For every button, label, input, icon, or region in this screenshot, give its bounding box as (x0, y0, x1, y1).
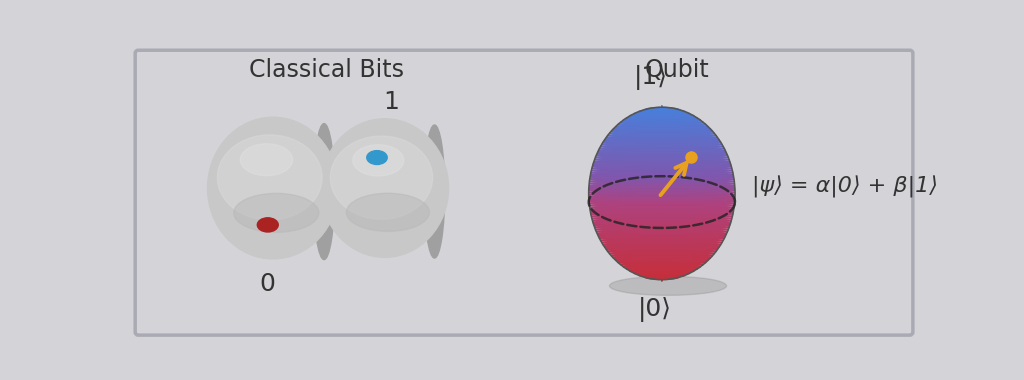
Text: 1: 1 (383, 90, 399, 114)
Ellipse shape (604, 138, 719, 142)
Ellipse shape (589, 193, 735, 196)
Ellipse shape (645, 276, 678, 279)
Ellipse shape (600, 239, 723, 242)
Text: 0: 0 (260, 272, 275, 296)
Ellipse shape (602, 142, 722, 146)
Ellipse shape (590, 204, 734, 207)
Ellipse shape (597, 232, 726, 236)
Ellipse shape (589, 197, 735, 201)
Ellipse shape (617, 123, 706, 127)
Ellipse shape (595, 156, 728, 159)
Ellipse shape (321, 119, 449, 257)
Ellipse shape (606, 247, 718, 251)
Ellipse shape (590, 175, 733, 179)
Ellipse shape (589, 184, 735, 187)
Ellipse shape (617, 260, 706, 264)
Ellipse shape (604, 245, 719, 249)
Ellipse shape (611, 254, 713, 257)
Ellipse shape (233, 193, 318, 232)
Ellipse shape (591, 171, 733, 174)
Text: |ψ⟩ = α|0⟩ + β|1⟩: |ψ⟩ = α|0⟩ + β|1⟩ (752, 176, 938, 198)
Ellipse shape (639, 110, 685, 113)
Ellipse shape (623, 119, 700, 122)
Ellipse shape (634, 112, 690, 116)
Ellipse shape (595, 228, 728, 231)
Ellipse shape (621, 121, 703, 124)
Ellipse shape (589, 195, 735, 198)
Ellipse shape (627, 267, 697, 271)
Ellipse shape (589, 186, 735, 190)
Ellipse shape (590, 208, 733, 212)
Ellipse shape (592, 217, 732, 220)
Ellipse shape (606, 136, 718, 139)
Ellipse shape (589, 188, 735, 192)
Ellipse shape (593, 162, 730, 166)
Ellipse shape (592, 166, 732, 170)
Ellipse shape (634, 271, 690, 275)
Text: Classical Bits: Classical Bits (250, 58, 404, 82)
Ellipse shape (607, 250, 716, 253)
Ellipse shape (603, 243, 721, 247)
Ellipse shape (609, 132, 715, 135)
Ellipse shape (627, 116, 697, 120)
FancyBboxPatch shape (135, 50, 912, 335)
Ellipse shape (639, 274, 685, 277)
Ellipse shape (594, 223, 730, 227)
Ellipse shape (591, 215, 732, 218)
Ellipse shape (609, 276, 727, 295)
Ellipse shape (609, 252, 715, 255)
Ellipse shape (589, 191, 735, 194)
Ellipse shape (613, 127, 711, 131)
Ellipse shape (257, 218, 279, 232)
Ellipse shape (598, 149, 725, 153)
Ellipse shape (630, 269, 694, 273)
Ellipse shape (600, 145, 723, 148)
Ellipse shape (591, 210, 733, 214)
Ellipse shape (603, 140, 721, 144)
Ellipse shape (593, 165, 731, 168)
Ellipse shape (591, 169, 732, 172)
Ellipse shape (597, 151, 726, 155)
Ellipse shape (602, 241, 722, 244)
Ellipse shape (331, 136, 432, 219)
Ellipse shape (621, 263, 703, 266)
Ellipse shape (367, 150, 387, 165)
Ellipse shape (589, 200, 735, 203)
Ellipse shape (615, 258, 709, 262)
Ellipse shape (630, 114, 694, 118)
Ellipse shape (623, 265, 700, 268)
Ellipse shape (615, 125, 709, 128)
Ellipse shape (208, 117, 339, 259)
Ellipse shape (613, 256, 711, 260)
Ellipse shape (590, 180, 734, 183)
Ellipse shape (607, 134, 716, 137)
Ellipse shape (595, 158, 729, 162)
Ellipse shape (596, 230, 727, 233)
Text: |1⟩: |1⟩ (634, 65, 668, 90)
Ellipse shape (594, 160, 730, 163)
Ellipse shape (589, 201, 734, 205)
Ellipse shape (424, 125, 444, 258)
Ellipse shape (313, 124, 335, 260)
Ellipse shape (346, 193, 429, 231)
Ellipse shape (217, 135, 323, 220)
Ellipse shape (593, 219, 731, 222)
Ellipse shape (599, 147, 724, 150)
Ellipse shape (645, 108, 678, 111)
Text: Qubit: Qubit (645, 58, 710, 82)
Ellipse shape (599, 236, 724, 240)
Ellipse shape (589, 182, 734, 185)
Ellipse shape (595, 226, 729, 229)
Ellipse shape (591, 173, 733, 177)
Ellipse shape (590, 206, 734, 209)
Ellipse shape (593, 221, 730, 225)
Ellipse shape (241, 144, 293, 176)
Ellipse shape (591, 212, 733, 216)
Ellipse shape (352, 145, 403, 176)
Ellipse shape (611, 130, 713, 133)
Ellipse shape (598, 234, 725, 238)
Ellipse shape (596, 154, 727, 157)
Ellipse shape (590, 177, 734, 181)
Text: |0⟩: |0⟩ (638, 297, 672, 321)
